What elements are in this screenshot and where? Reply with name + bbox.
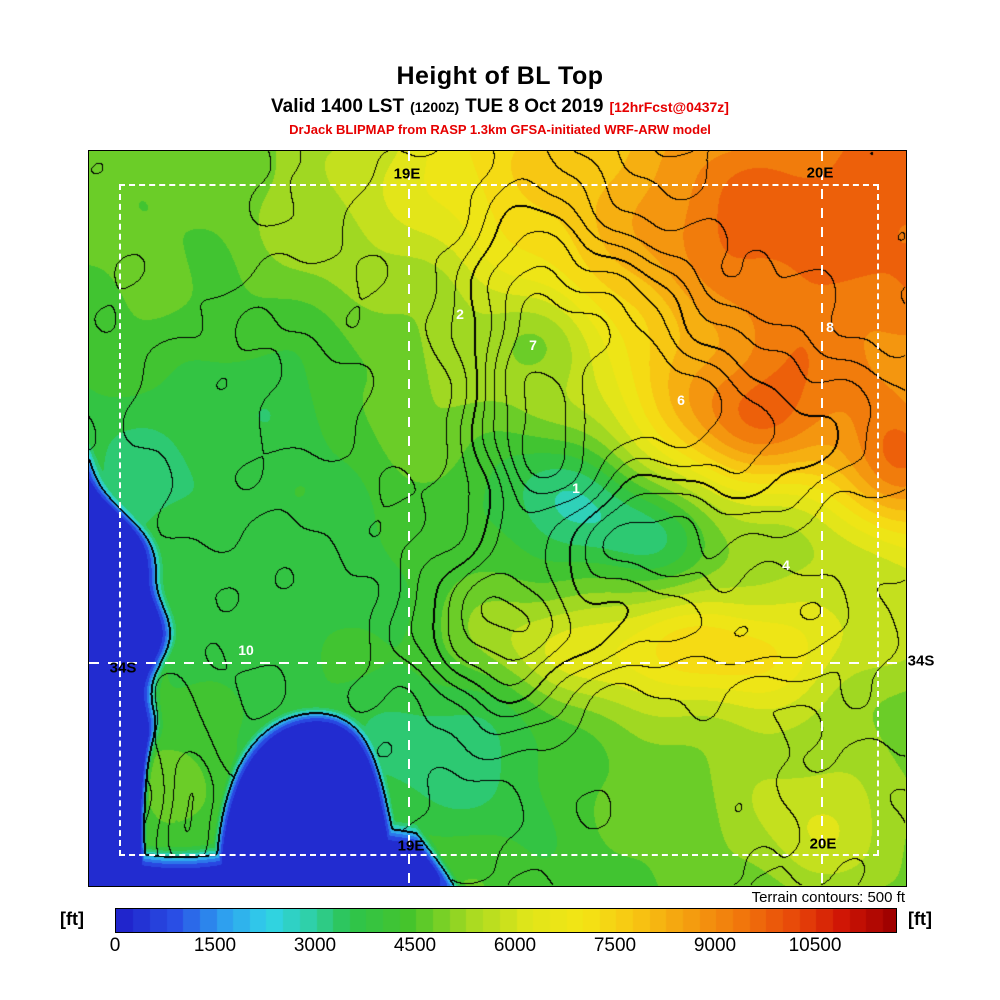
colorbar-tick-10500: 10500 xyxy=(788,935,842,956)
map-canvas xyxy=(89,151,906,886)
colorbar-tick-3000: 3000 xyxy=(293,935,337,956)
page-title: Height of BL Top xyxy=(396,62,604,90)
forecast-init-tag: [12hrFcst@0437z] xyxy=(609,99,729,115)
colorbar-canvas xyxy=(116,909,896,932)
header: Height of BL Top Valid 1400 LST (1200Z) TU… xyxy=(0,62,1000,137)
valid-line: Valid 1400 LST (1200Z) TUE 8 Oct 2019 [12hr… xyxy=(0,96,1000,118)
terrain-contours-note: Terrain contours: 500 ft xyxy=(751,889,905,906)
colorbar-tick-0: 0 xyxy=(109,935,121,956)
colorbar-tick-6000: 6000 xyxy=(493,935,537,956)
colorbar-unit-right: [ft] xyxy=(908,909,932,929)
colorbar xyxy=(115,908,897,933)
colorbar-tick-7500: 7500 xyxy=(593,935,637,956)
colorbar-unit-left: [ft] xyxy=(60,909,84,929)
valid-time: Valid 1400 LST xyxy=(271,96,405,117)
valid-zulu-time: (1200Z) xyxy=(410,99,460,115)
map-frame xyxy=(88,150,907,887)
colorbar-tick-4500: 4500 xyxy=(393,935,437,956)
valid-date: TUE 8 Oct 2019 xyxy=(465,96,604,117)
colorbar-tick-1500: 1500 xyxy=(193,935,237,956)
colorbar-tick-9000: 9000 xyxy=(693,935,737,956)
graticule-label-34s-5: 34S xyxy=(907,652,935,670)
model-line: DrJack BLIPMAP from RASP 1.3km GFSA-init… xyxy=(289,122,711,137)
